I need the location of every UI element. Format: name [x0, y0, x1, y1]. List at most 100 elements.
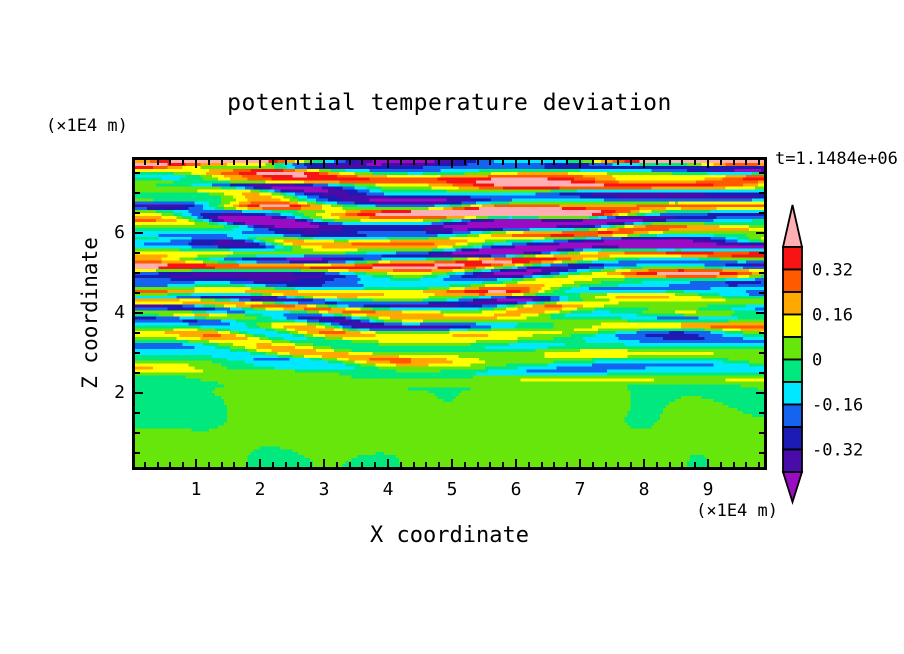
colorbar-arrow-low — [781, 471, 804, 505]
y-minor-tick — [759, 192, 764, 194]
x-minor-tick — [220, 462, 223, 467]
y-tick-label: 4 — [114, 302, 125, 323]
y-minor-tick — [135, 412, 140, 414]
x-minor-tick — [412, 160, 415, 165]
y-minor-tick — [759, 292, 764, 294]
x-major-tick — [515, 160, 517, 168]
x-minor-tick — [156, 160, 159, 165]
y-minor-tick — [759, 372, 764, 374]
plot-frame — [132, 157, 767, 470]
x-minor-tick — [412, 462, 415, 467]
x-major-tick — [643, 160, 645, 168]
x-minor-tick — [399, 462, 402, 467]
x-minor-tick — [425, 160, 428, 165]
chart-title: potential temperature deviation — [227, 90, 672, 116]
x-minor-tick — [220, 160, 223, 165]
x-minor-tick — [758, 462, 761, 467]
x-minor-tick — [399, 160, 402, 165]
x-minor-tick — [527, 160, 530, 165]
colorbar-segment — [782, 291, 803, 316]
x-minor-tick — [591, 462, 594, 467]
x-tick-label: 1 — [190, 479, 202, 500]
x-axis-unit-label: (×1E4 m) — [696, 501, 778, 521]
x-tick-label: 3 — [318, 479, 330, 500]
x-minor-tick — [668, 160, 671, 165]
x-major-tick — [451, 459, 453, 467]
x-tick-label: 2 — [254, 479, 266, 500]
y-minor-tick — [759, 252, 764, 254]
x-minor-tick — [310, 462, 313, 467]
colorbar-segment — [782, 448, 803, 473]
x-major-tick — [195, 459, 197, 467]
x-minor-tick — [169, 462, 172, 467]
y-minor-tick — [759, 272, 764, 274]
x-minor-tick — [271, 462, 274, 467]
x-minor-tick — [361, 462, 364, 467]
x-minor-tick — [502, 462, 505, 467]
x-major-tick — [579, 459, 581, 467]
x-major-tick — [387, 459, 389, 467]
y-minor-tick — [135, 352, 140, 354]
colorbar-tick-label: -0.16 — [812, 396, 863, 416]
y-major-tick — [135, 312, 143, 314]
y-minor-tick — [759, 352, 764, 354]
colorbar-segment — [782, 268, 803, 293]
contour-field-canvas — [135, 160, 764, 467]
x-tick-label: 8 — [638, 479, 650, 500]
y-major-tick — [135, 232, 143, 234]
x-minor-tick — [182, 462, 185, 467]
y-minor-tick — [759, 212, 764, 214]
x-minor-tick — [348, 160, 351, 165]
y-minor-tick — [759, 412, 764, 414]
x-minor-tick — [246, 462, 249, 467]
y-minor-tick — [135, 292, 140, 294]
x-major-tick — [707, 459, 709, 467]
x-minor-tick — [489, 160, 492, 165]
colorbar-segment — [782, 336, 803, 361]
x-minor-tick — [617, 462, 620, 467]
y-minor-tick — [135, 272, 140, 274]
x-minor-tick — [374, 160, 377, 165]
y-minor-tick — [759, 432, 764, 434]
y-axis-unit-label: (×1E4 m) — [46, 116, 128, 136]
colorbar-tick-label: 0.16 — [812, 306, 853, 326]
y-tick-label: 6 — [114, 222, 125, 243]
y-minor-tick — [759, 332, 764, 334]
y-minor-tick — [759, 452, 764, 454]
y-minor-tick — [135, 192, 140, 194]
colorbar-segment — [782, 403, 803, 428]
x-minor-tick — [745, 462, 748, 467]
x-minor-tick — [143, 160, 146, 165]
x-minor-tick — [271, 160, 274, 165]
x-minor-tick — [732, 462, 735, 467]
x-major-tick — [579, 160, 581, 168]
x-major-tick — [323, 459, 325, 467]
colorbar-arrow-high — [781, 204, 804, 248]
time-annotation: t=1.1484e+06 — [775, 149, 898, 169]
x-minor-tick — [297, 160, 300, 165]
y-minor-tick — [135, 372, 140, 374]
x-minor-tick — [425, 462, 428, 467]
x-minor-tick — [207, 462, 210, 467]
colorbar-segment — [782, 426, 803, 451]
x-minor-tick — [745, 160, 748, 165]
x-minor-tick — [566, 462, 569, 467]
x-minor-tick — [143, 462, 146, 467]
y-minor-tick — [135, 332, 140, 334]
y-minor-tick — [759, 172, 764, 174]
x-minor-tick — [630, 160, 633, 165]
x-minor-tick — [476, 462, 479, 467]
x-tick-label: 7 — [574, 479, 586, 500]
x-minor-tick — [438, 160, 441, 165]
x-minor-tick — [553, 160, 556, 165]
x-major-tick — [195, 160, 197, 168]
y-major-tick — [756, 312, 764, 314]
x-minor-tick — [681, 462, 684, 467]
x-minor-tick — [463, 160, 466, 165]
x-minor-tick — [655, 160, 658, 165]
x-major-tick — [515, 459, 517, 467]
colorbar: 0.32 0.16 0 -0.16 -0.32 — [781, 204, 863, 505]
x-minor-tick — [502, 160, 505, 165]
x-minor-tick — [540, 160, 543, 165]
x-major-tick — [259, 459, 261, 467]
